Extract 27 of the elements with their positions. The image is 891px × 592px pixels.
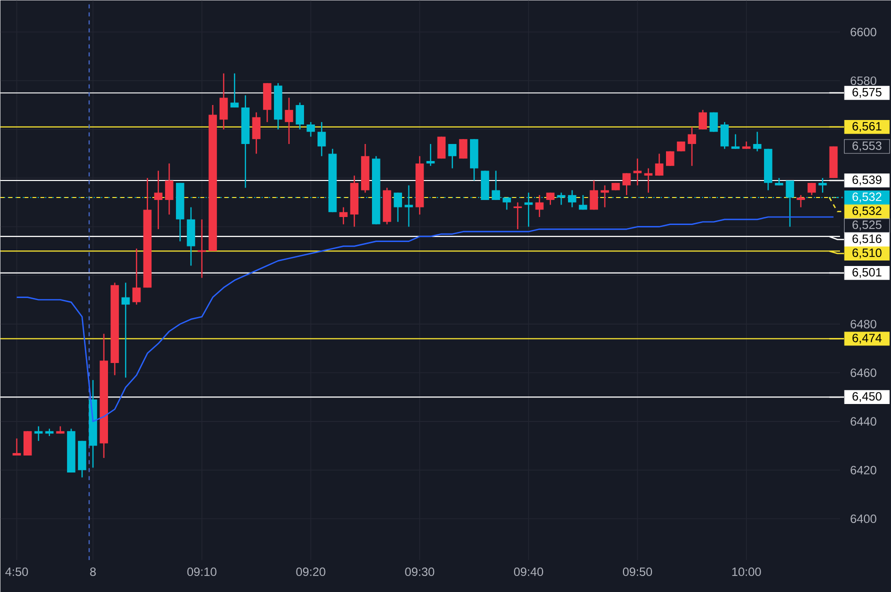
legend-label: 6,532 bbox=[852, 206, 882, 216]
x-tick-label: 09:40 bbox=[514, 567, 544, 576]
text: 6,553 bbox=[852, 141, 882, 152]
ref-line-label: 6,450 bbox=[852, 392, 882, 402]
ref-line-label: 6,501 bbox=[852, 268, 882, 278]
x-tick-label: 09:30 bbox=[405, 567, 434, 576]
ref-line-label: 6,510 bbox=[852, 248, 882, 258]
y-tick-label: 6440 bbox=[850, 417, 876, 426]
ref-line-label: 6,561 bbox=[852, 122, 882, 132]
ref-line-label: 6,575 bbox=[852, 88, 882, 98]
x-tick-label: 09:20 bbox=[296, 567, 326, 576]
y-tick-label: 6600 bbox=[850, 28, 876, 36]
y-tick-label: 6420 bbox=[850, 466, 876, 474]
x-tick-label: 10:00 bbox=[732, 567, 761, 576]
y-tick-label: 6460 bbox=[850, 368, 876, 377]
x-tick-label: 4:50 bbox=[5, 567, 28, 576]
ref-line-label: 6,539 bbox=[852, 175, 882, 186]
y-tick-label: 6400 bbox=[850, 514, 876, 523]
x-tick-label: 09:50 bbox=[622, 567, 652, 576]
ref-line-label: 6,474 bbox=[852, 334, 882, 344]
x-tick-label: 09:10 bbox=[187, 567, 216, 576]
ref-line-label: 6,516 bbox=[852, 234, 882, 244]
ref-line-label: 6,532 bbox=[852, 192, 882, 202]
y-tick-label: 6480 bbox=[850, 320, 876, 328]
text: 6,525 bbox=[852, 220, 882, 230]
y-tick-label: 6580 bbox=[850, 76, 876, 85]
x-tick-label: 8 bbox=[90, 567, 96, 576]
